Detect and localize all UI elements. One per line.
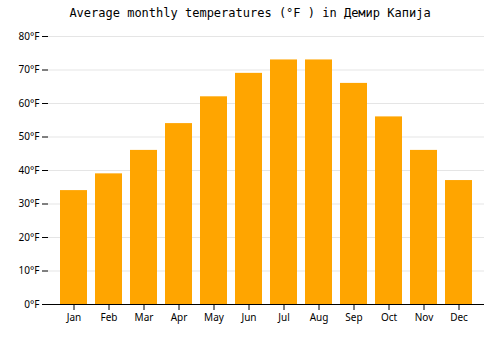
- svg-text:0°F: 0°F: [24, 297, 39, 311]
- svg-text:50°F: 50°F: [19, 129, 40, 143]
- svg-text:Oct: Oct: [381, 310, 398, 324]
- html-text:Average monthly temperatures (: Average monthly temperatures (°F ) in Де…: [69, 6, 431, 20]
- svg-text:Dec: Dec: [450, 310, 468, 324]
- svg-text:Nov: Nov: [415, 310, 434, 324]
- svg-text:60°F: 60°F: [19, 96, 40, 110]
- svg-text:Aug: Aug: [310, 310, 329, 324]
- svg-text:Jun: Jun: [240, 310, 256, 324]
- svg-text:Jan: Jan: [66, 310, 82, 324]
- svg-text:70°F: 70°F: [19, 62, 40, 76]
- svg-text:May: May: [204, 310, 225, 324]
- svg-text:Mar: Mar: [135, 310, 154, 324]
- svg-text:Sep: Sep: [345, 310, 362, 324]
- svg-text:Feb: Feb: [101, 310, 118, 324]
- svg-text:80°F: 80°F: [19, 29, 40, 43]
- svg-text:30°F: 30°F: [19, 196, 40, 210]
- svg-text:10°F: 10°F: [19, 263, 40, 277]
- svg-text:Jul: Jul: [277, 310, 290, 324]
- svg-text:40°F: 40°F: [19, 163, 40, 177]
- svg-text:Apr: Apr: [171, 310, 188, 324]
- svg-text:20°F: 20°F: [19, 230, 40, 244]
